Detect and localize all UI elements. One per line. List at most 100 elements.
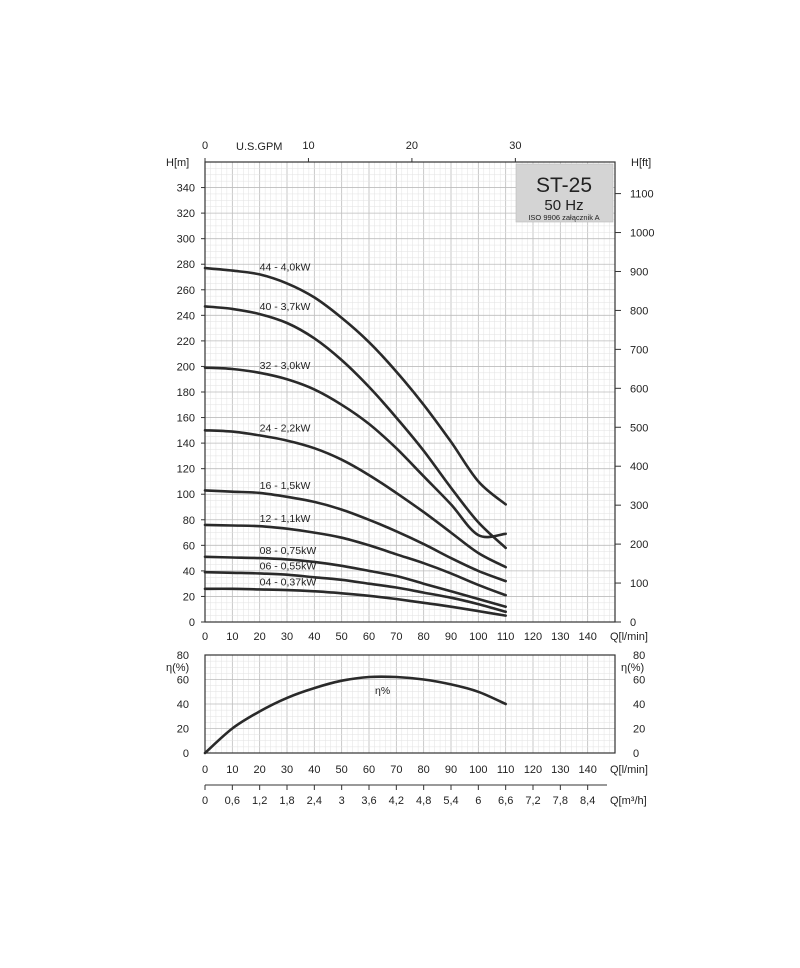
eff-x-tick-label: 30: [281, 764, 293, 776]
ft-tick-label: 600: [630, 383, 648, 395]
x-tick-label: 20: [254, 631, 266, 643]
x-tick-label: 70: [390, 631, 402, 643]
head-curve-label: 32 - 3,0kW: [260, 360, 311, 372]
head-curve-line: [203, 429, 507, 569]
eta-tick-label: 80: [177, 650, 189, 662]
ft-tick-label: 0: [630, 617, 636, 629]
chart-subtitle: 50 Hz: [544, 197, 583, 214]
eta-tick-label-right: 40: [633, 699, 645, 711]
m3h-tick-label: 1,2: [252, 795, 267, 807]
x-tick-label: 80: [418, 631, 430, 643]
ft-tick-label: 1000: [630, 228, 654, 240]
head-curve-label: 12 - 1,1kW: [260, 513, 311, 525]
m3h-tick-label: 3: [339, 795, 345, 807]
gpm-tick-label: 30: [509, 140, 521, 152]
y-tick-label: 240: [177, 310, 195, 322]
eta-axis-label-right: η(%): [621, 662, 644, 674]
head-curves: [203, 266, 507, 617]
chart-note: ISO 9906 załącznik A: [528, 213, 599, 222]
m3h-tick-label: 6: [475, 795, 481, 807]
efficiency-chart-frame: [204, 654, 616, 754]
y-tick-label: 20: [183, 591, 195, 603]
y-axis-label-ft: H[ft]: [631, 157, 651, 169]
head-curve-line: [203, 266, 507, 506]
x-tick-label: 110: [497, 631, 515, 643]
gpm-tick-label: 20: [406, 140, 418, 152]
ft-tick-label: 700: [630, 344, 648, 356]
y-tick-label: 280: [177, 259, 195, 271]
eff-x-tick-label: 130: [551, 764, 569, 776]
gpm-tick-label: 10: [302, 140, 314, 152]
x-tick-label: 10: [226, 631, 238, 643]
m3h-tick-label: 5,4: [443, 795, 458, 807]
y-tick-label: 120: [177, 464, 195, 476]
y-tick-label: 0: [189, 617, 195, 629]
y-tick-label: 300: [177, 234, 195, 246]
x-tick-label: 100: [469, 631, 487, 643]
x-tick-label: 130: [551, 631, 569, 643]
ft-tick-label: 400: [630, 461, 648, 473]
m3h-tick-label: 1,8: [279, 795, 294, 807]
eta-tick-label: 20: [177, 724, 189, 736]
head-curve-label: 40 - 3,7kW: [260, 301, 311, 313]
eff-x-tick-label: 100: [469, 764, 487, 776]
y-tick-label: 180: [177, 387, 195, 399]
m3h-tick-label: 4,8: [416, 795, 431, 807]
head-curve-label: 06 - 0,55kW: [260, 560, 317, 572]
head-ft-ticks: 0 100 200 300 400 500 600 700 800 900 1000 1100: [615, 189, 654, 629]
head-curve-line: [203, 570, 507, 614]
eta-tick-label: 60: [177, 675, 189, 687]
head-curve-line: [203, 587, 507, 617]
head-curve-label: 08 - 0,75kW: [260, 545, 317, 557]
efficiency-x-axis-label: Q[l/min]: [610, 764, 648, 776]
flow-x-ticks: 0 10 20 30 40 50 60 70 80 90 100 110 120 130 140: [202, 631, 597, 643]
x-tick-label: 120: [524, 631, 542, 643]
x-tick-label: 90: [445, 631, 457, 643]
m3h-tick-label: 3,6: [361, 795, 376, 807]
y-tick-label: 340: [177, 183, 195, 195]
title-box: ST-25 50 Hz ISO 9906 załącznik A: [515, 163, 614, 223]
x-tick-label: 0: [202, 631, 208, 643]
eta-tick-label-right: 60: [633, 675, 645, 687]
eff-x-tick-label: 50: [336, 764, 348, 776]
head-curve-line: [203, 489, 507, 583]
head-curve-line: [203, 523, 507, 597]
y-tick-label: 40: [183, 566, 195, 578]
ft-tick-label: 200: [630, 539, 648, 551]
y-tick-label: 220: [177, 336, 195, 348]
eff-x-tick-label: 80: [418, 764, 430, 776]
m3h-tick-label: 8,4: [580, 795, 595, 807]
gpm-tick-label: 0: [202, 140, 208, 152]
x-axis-label-lmin: Q[l/min]: [610, 631, 648, 643]
head-curve-label: 16 - 1,5kW: [260, 480, 311, 492]
eff-x-tick-label: 110: [497, 764, 515, 776]
eff-x-tick-label: 60: [363, 764, 375, 776]
x-tick-label: 40: [308, 631, 320, 643]
x-tick-label: 30: [281, 631, 293, 643]
efficiency-curve-label: η%: [375, 685, 390, 697]
efficiency-x-ticks: 0 10 20 30 40 50 60 70 80 90 100 110 120 130 140: [202, 764, 597, 776]
eff-x-tick-label: 10: [226, 764, 238, 776]
x-tick-label: 50: [336, 631, 348, 643]
head-curve-line: [203, 555, 507, 608]
m3h-axis-label: Q[m³/h]: [610, 795, 647, 807]
chart-title: ST-25: [536, 174, 592, 197]
efficiency-curve-line: [203, 675, 507, 755]
y-tick-label: 260: [177, 285, 195, 297]
x-tick-label: 140: [578, 631, 596, 643]
eta-tick-label-right: 0: [633, 748, 639, 760]
ft-tick-label: 300: [630, 500, 648, 512]
head-curve-line: [203, 366, 507, 539]
head-curve-labels: 44 - 4,0kW 40 - 3,7kW 32 - 3,0kW 24 - 2,2kW…: [260, 261, 317, 588]
ft-tick-label: 800: [630, 305, 648, 317]
y-tick-label: 100: [177, 489, 195, 501]
head-y-ticks: 0 20 40 60 80 100 120 140 160 180 200 220 240 260 280 3…: [177, 183, 205, 629]
head-curve-label: 04 - 0,37kW: [260, 576, 317, 588]
eff-x-tick-label: 90: [445, 764, 457, 776]
m3h-tick-label: 7,8: [553, 795, 568, 807]
y-tick-label: 80: [183, 515, 195, 527]
y-tick-label: 320: [177, 208, 195, 220]
ft-tick-label: 500: [630, 422, 648, 434]
eff-x-tick-label: 120: [524, 764, 542, 776]
